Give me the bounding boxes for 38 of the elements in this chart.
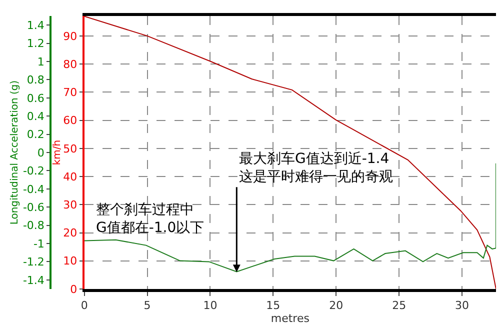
y2-tick-label: 0.2 [26, 128, 44, 142]
y2-tick-label: -1 [33, 237, 44, 250]
y2-tick-label: 1.2 [26, 37, 44, 50]
y2-axis-title: Longitudinal Acceleration (g) [9, 80, 20, 225]
y-axis-title: km/h [52, 140, 64, 166]
y-tick-label: 10 [63, 254, 78, 268]
y-tick-label: 20 [63, 226, 78, 240]
y2-tick-label: -0.6 [22, 200, 44, 214]
x-tick-label: 0 [80, 299, 88, 312]
x-tick-label: 30 [455, 299, 470, 312]
y-tick-label: 60 [63, 114, 78, 128]
y-tick-label: 50 [63, 142, 78, 156]
annotation: 最大刹车G值达到近-1.4 这是平时难得一见的奇观 [239, 151, 393, 186]
x-tick-label: 25 [392, 299, 406, 312]
y2-tick-label: -0.4 [22, 182, 44, 196]
x-axis-title: metres [270, 312, 310, 326]
y2-tick-label: -0.2 [22, 164, 44, 178]
x-tick-label: 10 [203, 299, 218, 312]
y2-tick-label: -0.8 [22, 219, 44, 232]
y-tick-label: 80 [63, 58, 78, 71]
y-tick-label: 30 [63, 198, 78, 212]
y2-tick-label: 0.4 [26, 110, 44, 123]
y-tick-label: 0 [70, 282, 78, 296]
y2-tick-label: 0 [37, 146, 44, 160]
y-tick-label: 70 [63, 86, 78, 100]
x-tick-label: 5 [144, 299, 151, 312]
y-tick-label: 90 [63, 30, 78, 43]
line-series [84, 16, 496, 289]
y2-tick-label: 1 [37, 55, 44, 68]
x-tick-label: 20 [329, 299, 344, 312]
y-tick-label: 40 [63, 170, 78, 184]
y2-tick-label: -1.2 [22, 256, 44, 269]
x-tick-label: 15 [266, 299, 280, 312]
y2-tick-label: 0.8 [26, 74, 44, 87]
y2-tick-label: -1.4 [22, 274, 44, 287]
annotation: 整个刹车过程中 G值都在-1.0以下 [96, 202, 204, 236]
y2-tick-label: 0.6 [26, 92, 44, 105]
y2-tick-label: 1.4 [26, 18, 44, 32]
